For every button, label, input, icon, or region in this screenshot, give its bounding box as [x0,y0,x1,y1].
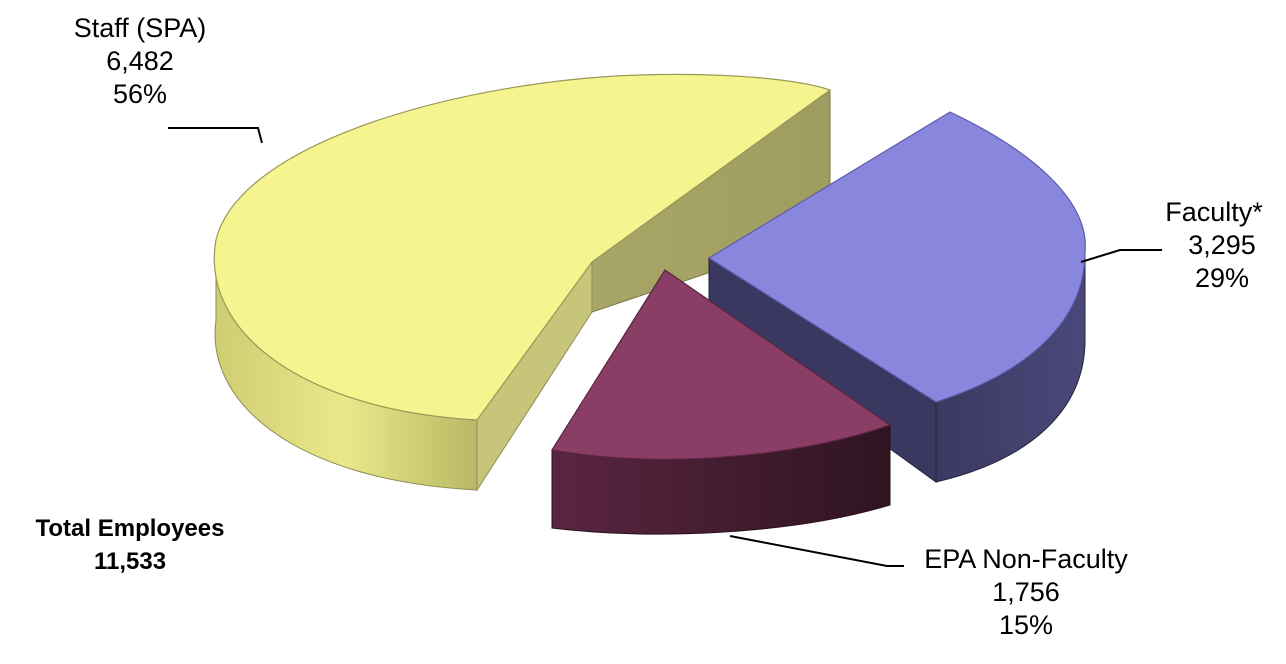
label-epa-value: 1,756 [992,577,1060,607]
slice-epa-non-faculty [551,269,892,535]
leader-line-staff [168,127,263,144]
leader-line-epa [729,535,904,567]
slice-staff-spa [213,73,832,492]
label-staff-percent: 56% [112,79,168,109]
total-employees-label: Total Employees [35,515,225,542]
label-staff-value: 6,482 [106,46,174,76]
label-epa-percent: 15% [998,610,1054,640]
staff-top-face [213,73,832,421]
label-epa-name: EPA Non-Faculty [924,544,1128,574]
faculty-top-face [707,111,1086,403]
total-employees-value: 11,533 [93,548,167,575]
leader-line-faculty [1080,249,1162,263]
epa-top-face [551,269,892,460]
label-staff-spa: Staff (SPA) 6,482 56% [50,12,230,111]
label-faculty-name: Faculty* [1165,197,1263,227]
label-faculty: Faculty* 3,295 29% [1130,196,1286,295]
label-faculty-percent: 29% [1194,263,1250,293]
label-staff-name: Staff (SPA) [73,13,207,43]
total-employees: Total Employees 11,533 [10,512,250,578]
label-epa-non-faculty: EPA Non-Faculty 1,756 15% [906,543,1146,642]
label-faculty-value: 3,295 [1188,230,1256,260]
